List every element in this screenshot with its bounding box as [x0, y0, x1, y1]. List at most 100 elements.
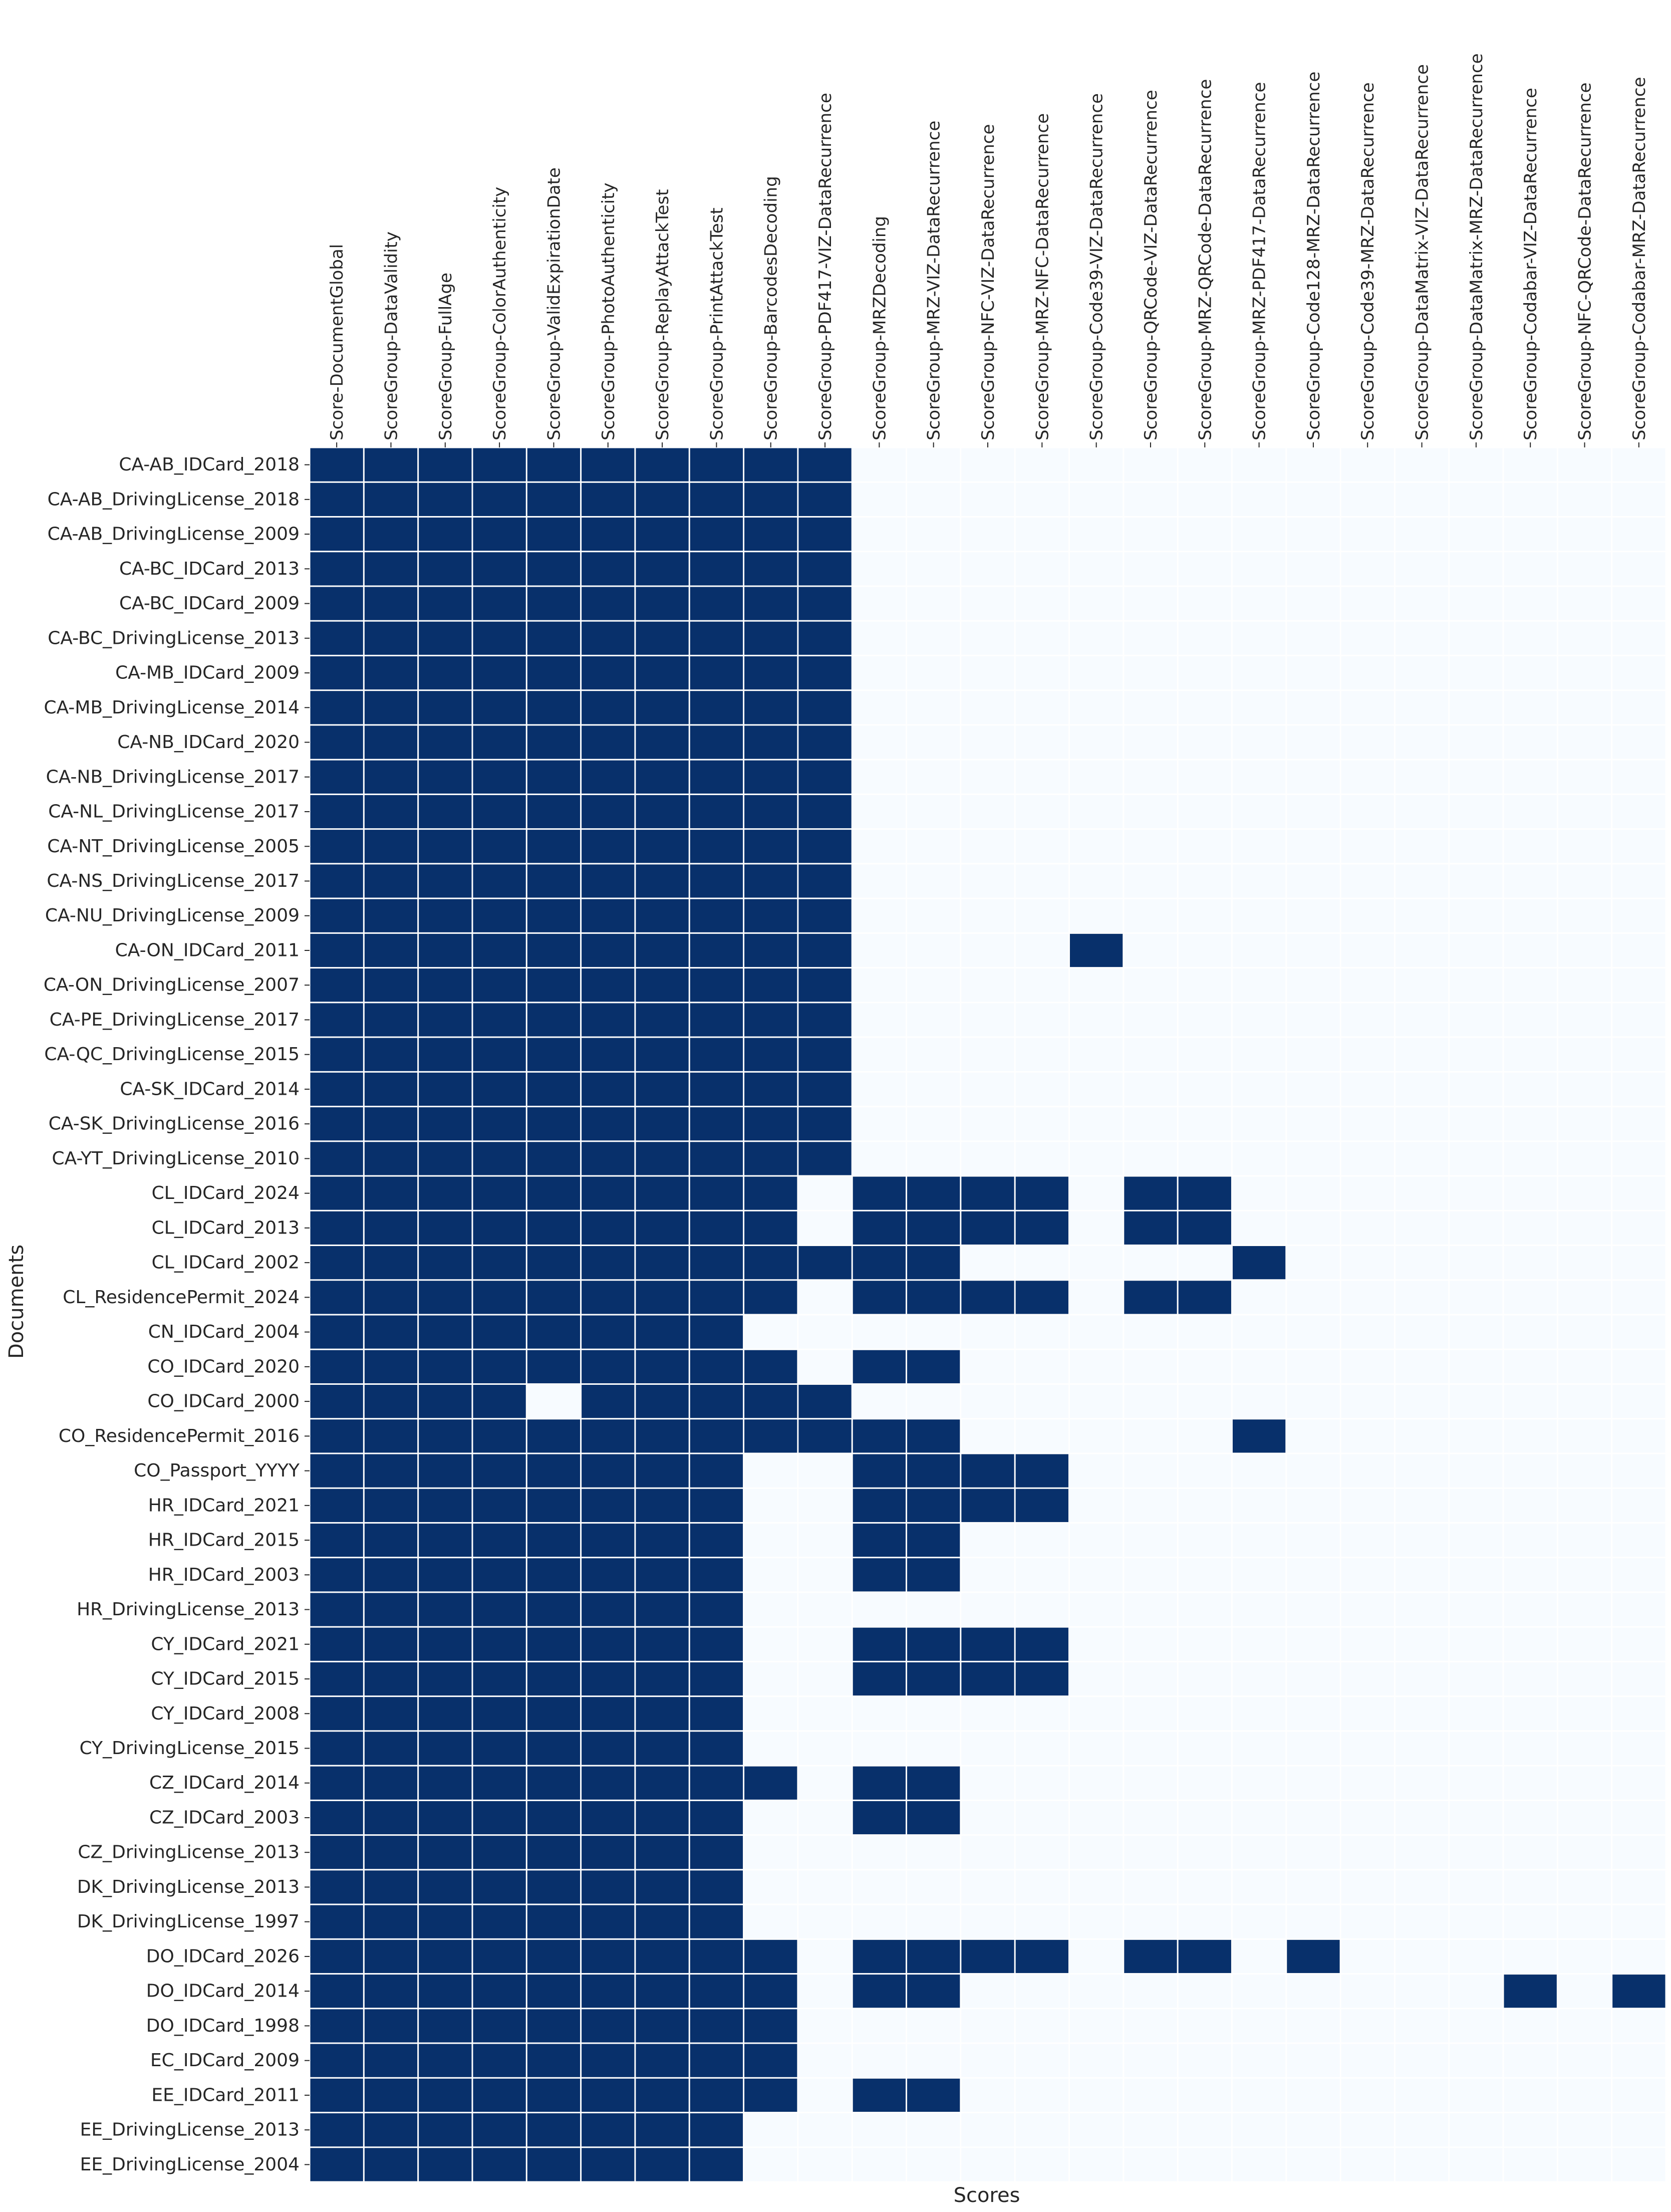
heatmap-cell: [636, 1350, 689, 1383]
heatmap-cell: [1232, 899, 1286, 932]
heatmap-cell: [798, 656, 852, 690]
heatmap-cell: [582, 1454, 635, 1488]
heatmap-cell: [527, 1697, 581, 1731]
heatmap-cell: [961, 1419, 1014, 1453]
heatmap-cell: [527, 1975, 581, 2008]
heatmap-cell: [1178, 795, 1231, 829]
heatmap-cell: [1341, 2009, 1394, 2043]
heatmap-cell: [1069, 552, 1123, 586]
heatmap-cell: [636, 1523, 689, 1557]
heatmap-cell: [1124, 1905, 1177, 1938]
heatmap-cell: [364, 2148, 418, 2181]
heatmap-cell: [961, 1384, 1014, 1418]
heatmap-cell: [1232, 1732, 1286, 1765]
heatmap-cell: [473, 899, 526, 932]
heatmap-cell: [853, 552, 906, 586]
column-tick-label: Score-DocumentGlobal: [327, 244, 347, 440]
heatmap-cell: [419, 448, 472, 481]
heatmap-cell: [527, 1315, 581, 1349]
heatmap-cell: [1612, 1003, 1665, 1037]
heatmap-cell: [1341, 830, 1394, 863]
heatmap-cell: [798, 1072, 852, 1106]
heatmap-cell: [853, 1281, 906, 1314]
heatmap-cell: [419, 2078, 472, 2112]
heatmap-cell: [527, 1281, 581, 1314]
heatmap-cell: [1612, 1454, 1665, 1488]
heatmap-cell: [1124, 552, 1177, 586]
heatmap-cell: [1612, 517, 1665, 551]
heatmap-cell: [1450, 1142, 1503, 1175]
heatmap-cell: [527, 1072, 581, 1106]
column-tick-label: ScoreGroup-NFC-VIZ-DataRecurrence: [978, 124, 998, 440]
heatmap-cell: [364, 899, 418, 932]
heatmap-cell: [419, 1627, 472, 1661]
heatmap-cell: [1504, 1732, 1557, 1765]
heatmap-cell: [1287, 1142, 1340, 1175]
heatmap-cell: [1341, 899, 1394, 932]
heatmap-cell: [310, 1939, 363, 1974]
heatmap-cell: [1287, 621, 1340, 655]
heatmap-cell: [473, 760, 526, 794]
heatmap-cell: [1015, 448, 1068, 481]
heatmap-cell: [364, 1627, 418, 1661]
heatmap-cell: [690, 2148, 743, 2181]
heatmap-cell: [1341, 2044, 1394, 2077]
heatmap-cell: [1232, 1003, 1286, 1037]
heatmap-cell: [1558, 1176, 1611, 1210]
heatmap-cell: [1450, 760, 1503, 794]
heatmap-cell: [690, 1836, 743, 1869]
heatmap-cell: [853, 1072, 906, 1106]
heatmap-cell: [1015, 2009, 1068, 2043]
heatmap-cell: [1287, 1038, 1340, 1071]
heatmap-cell: [1287, 1489, 1340, 1522]
heatmap-cell: [1015, 1003, 1068, 1037]
heatmap-cell: [1504, 2009, 1557, 2043]
heatmap-cell: [419, 656, 472, 690]
heatmap-cell: [907, 725, 960, 759]
heatmap-cell: [364, 1107, 418, 1141]
heatmap-cell: [473, 1038, 526, 1071]
heatmap-cell: [1069, 1523, 1123, 1557]
heatmap-cell: [582, 1176, 635, 1210]
heatmap-cell: [527, 1038, 581, 1071]
heatmap-cell: [1287, 1732, 1340, 1765]
heatmap-cell: [1395, 1281, 1449, 1314]
heatmap-cell: [853, 2009, 906, 2043]
heatmap-cell: [1232, 1627, 1286, 1661]
heatmap-cell: [527, 1350, 581, 1383]
heatmap-cell: [1450, 1281, 1503, 1314]
heatmap-cell: [961, 1870, 1014, 1904]
heatmap-cell: [1178, 1315, 1231, 1349]
heatmap-cell: [1395, 1246, 1449, 1280]
heatmap-cell: [961, 1939, 1014, 1974]
heatmap-cell: [798, 725, 852, 759]
heatmap-cell: [1232, 1454, 1286, 1488]
heatmap-cell: [636, 1454, 689, 1488]
heatmap-cell: [690, 864, 743, 898]
heatmap-cell: [1178, 968, 1231, 1002]
heatmap-cells: [310, 447, 1666, 2182]
heatmap-cell: [961, 448, 1014, 481]
heatmap-cell: [1450, 1593, 1503, 1626]
heatmap-cell: [419, 691, 472, 724]
heatmap-cell: [907, 1732, 960, 1765]
heatmap-cell: [310, 830, 363, 863]
heatmap-cell: [1124, 1211, 1177, 1245]
heatmap-cell: [961, 1281, 1014, 1314]
heatmap-cell: [1287, 864, 1340, 898]
heatmap-cell: [419, 1662, 472, 1696]
heatmap-cell: [907, 482, 960, 516]
heatmap-cell: [961, 2148, 1014, 2181]
heatmap-cell: [473, 1593, 526, 1626]
heatmap-cell: [1178, 656, 1231, 690]
heatmap-cell: [798, 968, 852, 1002]
heatmap-cell: [798, 1627, 852, 1661]
heatmap-cell: [1015, 1905, 1068, 1938]
heatmap-cell: [798, 1384, 852, 1418]
heatmap-cell: [1341, 1419, 1394, 1453]
heatmap-cell: [853, 1211, 906, 1245]
heatmap-cell: [961, 517, 1014, 551]
heatmap-cell: [1341, 1905, 1394, 1938]
heatmap-cell: [1069, 1939, 1123, 1974]
heatmap-cell: [907, 1905, 960, 1938]
